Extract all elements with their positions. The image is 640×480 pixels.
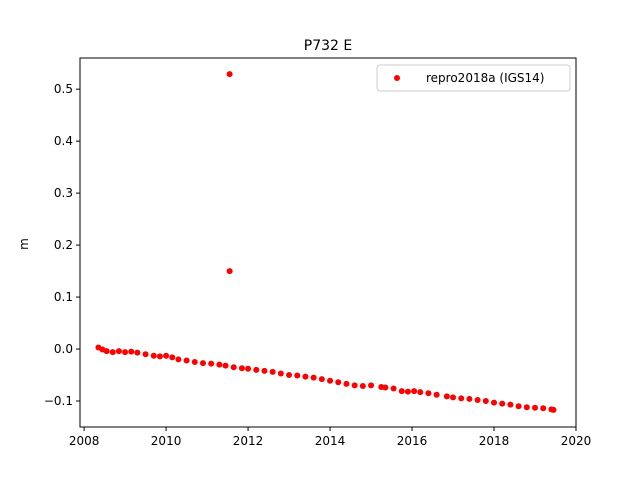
data-point (253, 366, 260, 373)
data-point (390, 385, 397, 392)
legend-box (376, 64, 571, 92)
data-point (294, 372, 301, 379)
data-point (150, 352, 157, 359)
data-point (458, 395, 465, 402)
data-point (398, 388, 405, 395)
data-point (115, 348, 122, 355)
data-point (359, 382, 366, 389)
data-point (351, 382, 358, 389)
data-point (466, 395, 473, 402)
data-point (109, 349, 116, 356)
x-tick-label: 2020 (561, 434, 592, 448)
data-point (216, 361, 223, 368)
data-point (103, 348, 110, 355)
data-point (163, 352, 170, 359)
x-axis: 2008 2010 2012 2014 2016 2018 2020 (69, 427, 591, 448)
data-point (491, 399, 498, 406)
data-point (142, 351, 149, 358)
data-point (286, 372, 293, 379)
y-axis: −0.1 0.0 0.1 0.2 0.3 0.4 0.5 (44, 82, 80, 408)
data-point (327, 377, 334, 384)
data-point (175, 356, 182, 363)
data-point (245, 365, 252, 372)
data-point (343, 380, 350, 387)
data-point (443, 393, 450, 400)
data-point (122, 349, 129, 356)
data-point (433, 391, 440, 398)
data-point (417, 389, 424, 396)
y-axis-label: m (17, 238, 31, 250)
data-point (425, 390, 432, 397)
data-point (302, 373, 309, 380)
data-point (208, 360, 215, 367)
data-point (335, 379, 342, 386)
y-tick-label: 0.0 (54, 342, 73, 356)
data-point (230, 364, 237, 371)
data-point (183, 357, 190, 364)
legend-marker (394, 75, 400, 81)
x-tick-label: 2012 (233, 434, 264, 448)
data-point (134, 349, 141, 356)
y-tick-label: 0.3 (54, 186, 73, 200)
data-point (404, 388, 411, 395)
data-point (507, 401, 514, 408)
data-point (550, 406, 557, 413)
data-point (226, 268, 233, 275)
data-point (411, 388, 418, 395)
x-tick-label: 2016 (397, 434, 428, 448)
plot-frame (79, 57, 577, 428)
y-tick-label: 0.1 (54, 290, 73, 304)
data-point (532, 404, 539, 411)
data-point (156, 353, 163, 360)
x-tick-label: 2008 (69, 434, 100, 448)
data-point (474, 396, 481, 403)
data-point (310, 374, 317, 381)
y-tick-label: 0.2 (54, 238, 73, 252)
data-point (368, 382, 375, 389)
data-point (191, 359, 198, 366)
data-point (199, 360, 206, 367)
data-point (269, 368, 276, 375)
data-point (540, 405, 547, 412)
data-point (318, 376, 325, 383)
data-point (523, 404, 530, 411)
y-tick-label: 0.5 (54, 82, 73, 96)
data-point (128, 348, 135, 355)
x-tick-label: 2018 (479, 434, 510, 448)
data-point (515, 403, 522, 410)
data-point (238, 365, 245, 372)
data-point (277, 370, 284, 377)
data-points (95, 71, 557, 413)
x-tick-label: 2014 (315, 434, 346, 448)
legend-label: repro2018a (IGS14) (426, 71, 544, 85)
data-point (261, 367, 268, 374)
data-point (450, 394, 457, 401)
data-point (482, 398, 489, 405)
data-point (499, 400, 506, 407)
plot-area (79, 57, 577, 428)
legend: repro2018a (IGS14) (376, 64, 571, 92)
data-point (169, 354, 176, 361)
data-point (382, 384, 389, 391)
data-point (222, 362, 229, 369)
y-tick-label: −0.1 (44, 394, 73, 408)
data-point (226, 71, 233, 78)
y-tick-label: 0.4 (54, 134, 73, 148)
x-tick-label: 2010 (151, 434, 182, 448)
chart-title: P732 E (304, 38, 352, 54)
